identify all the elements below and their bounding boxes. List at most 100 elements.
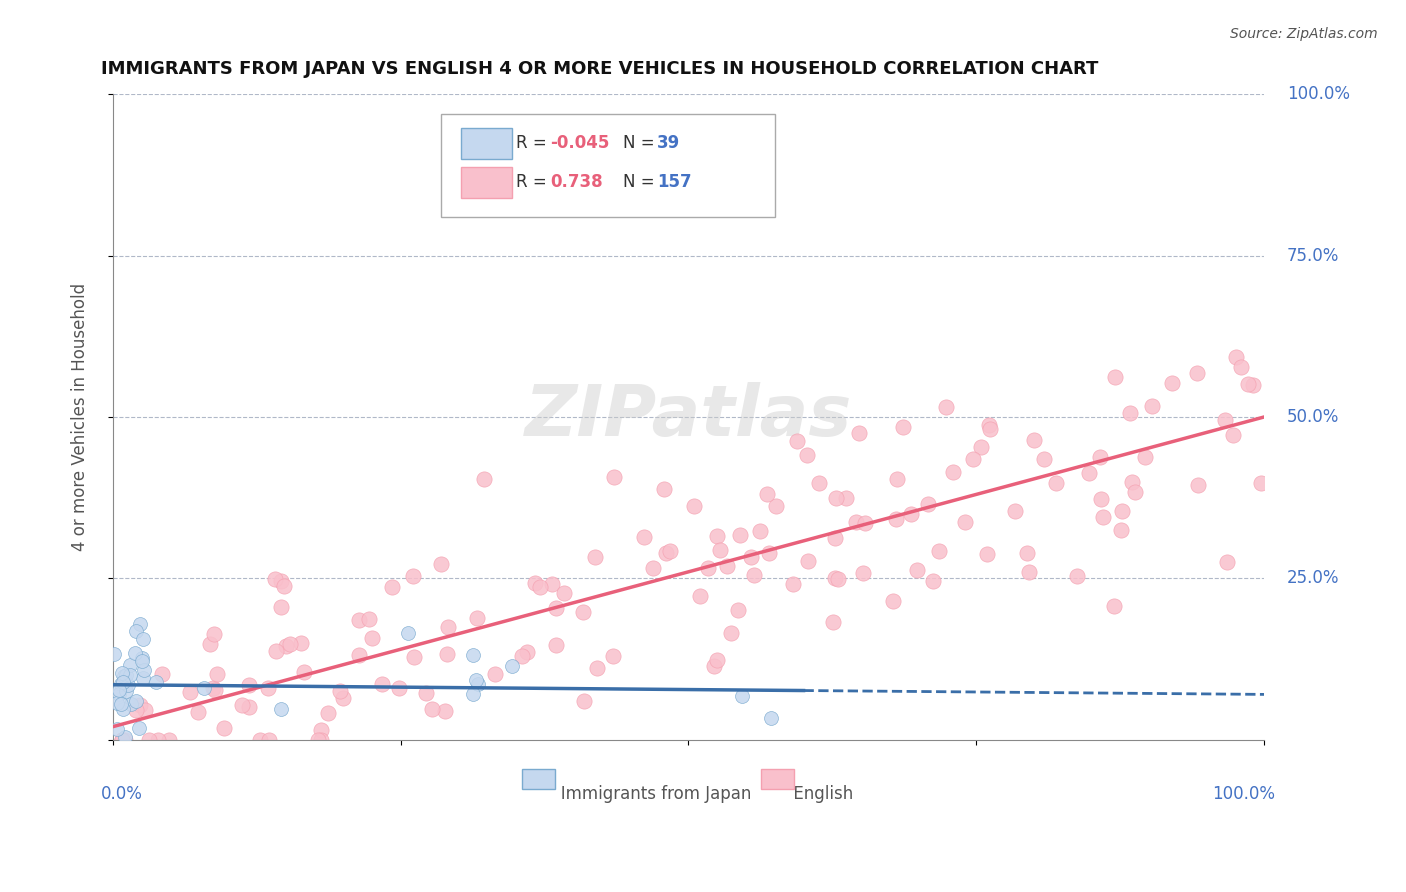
Point bbox=[835, 491, 858, 506]
Point bbox=[328, 684, 350, 698]
Text: ZIPatlas: ZIPatlas bbox=[524, 383, 852, 451]
Point bbox=[553, 586, 575, 600]
Point bbox=[1237, 377, 1260, 392]
Point bbox=[231, 698, 253, 712]
Point bbox=[658, 543, 681, 558]
Point bbox=[120, 697, 142, 711]
Point bbox=[742, 568, 765, 582]
Point bbox=[111, 702, 134, 716]
Point bbox=[278, 637, 301, 651]
Point bbox=[103, 648, 125, 662]
Point bbox=[1090, 491, 1112, 506]
Point bbox=[292, 665, 315, 679]
Point bbox=[264, 572, 287, 586]
Point bbox=[654, 546, 676, 560]
Point bbox=[111, 732, 134, 747]
Text: 0.738: 0.738 bbox=[550, 173, 603, 191]
Point bbox=[404, 650, 426, 665]
Point bbox=[891, 420, 914, 434]
Text: 157: 157 bbox=[658, 173, 692, 191]
Point bbox=[290, 636, 312, 650]
Point bbox=[652, 483, 675, 497]
Point bbox=[583, 549, 606, 564]
Point bbox=[1102, 599, 1125, 614]
Point bbox=[214, 721, 236, 735]
Point bbox=[602, 648, 624, 663]
Point bbox=[114, 684, 136, 698]
Point bbox=[807, 476, 830, 491]
Point bbox=[204, 682, 226, 697]
Point bbox=[124, 646, 146, 660]
Point bbox=[935, 400, 957, 414]
Point bbox=[347, 648, 370, 662]
Point bbox=[1104, 370, 1126, 384]
Point bbox=[1142, 399, 1164, 413]
Point bbox=[138, 732, 160, 747]
Point bbox=[318, 706, 340, 721]
Point bbox=[117, 677, 139, 691]
FancyBboxPatch shape bbox=[761, 769, 794, 789]
Point bbox=[311, 723, 333, 738]
FancyBboxPatch shape bbox=[522, 769, 555, 789]
Point bbox=[1121, 475, 1143, 489]
Point bbox=[257, 732, 280, 747]
Point bbox=[361, 631, 384, 645]
Point bbox=[827, 572, 849, 586]
Point bbox=[976, 547, 998, 561]
Point bbox=[706, 529, 728, 543]
Point bbox=[786, 434, 808, 448]
Point bbox=[107, 697, 129, 711]
Point bbox=[112, 669, 135, 683]
Point bbox=[1230, 360, 1253, 375]
Point bbox=[347, 613, 370, 627]
Point bbox=[749, 524, 772, 538]
Point bbox=[111, 732, 134, 747]
Text: 0.0%: 0.0% bbox=[101, 785, 143, 803]
Point bbox=[465, 611, 488, 625]
Point bbox=[1091, 510, 1114, 524]
Point bbox=[128, 721, 150, 735]
Text: R =: R = bbox=[516, 135, 551, 153]
Point bbox=[845, 515, 868, 529]
Point bbox=[782, 576, 804, 591]
Point bbox=[797, 554, 820, 568]
Point bbox=[882, 594, 904, 608]
Point bbox=[730, 528, 752, 542]
Point bbox=[970, 440, 993, 454]
Point bbox=[381, 580, 404, 594]
Text: IMMIGRANTS FROM JAPAN VS ENGLISH 4 OR MORE VEHICLES IN HOUSEHOLD CORRELATION CHA: IMMIGRANTS FROM JAPAN VS ENGLISH 4 OR MO… bbox=[101, 60, 1098, 78]
Point bbox=[529, 581, 551, 595]
Point bbox=[886, 511, 908, 525]
Point bbox=[467, 677, 489, 691]
Point bbox=[1118, 406, 1140, 420]
Point bbox=[430, 557, 453, 571]
Point bbox=[105, 722, 128, 736]
Point bbox=[371, 676, 394, 690]
Text: 25.0%: 25.0% bbox=[1286, 569, 1340, 587]
Point bbox=[146, 732, 169, 747]
Point bbox=[603, 469, 626, 483]
FancyBboxPatch shape bbox=[461, 128, 512, 159]
Point bbox=[115, 668, 138, 682]
Point bbox=[516, 645, 538, 659]
Point bbox=[641, 561, 664, 575]
Point bbox=[131, 651, 153, 665]
Point bbox=[979, 417, 1001, 432]
Point bbox=[1066, 569, 1088, 583]
Point bbox=[979, 422, 1001, 436]
Point bbox=[731, 689, 754, 703]
Point bbox=[307, 732, 329, 747]
Text: 100.0%: 100.0% bbox=[1212, 785, 1275, 803]
Point bbox=[1045, 475, 1067, 490]
Point bbox=[758, 545, 780, 559]
Point bbox=[501, 658, 523, 673]
Point bbox=[823, 615, 845, 629]
Point bbox=[134, 703, 156, 717]
Point bbox=[111, 732, 134, 747]
Y-axis label: 4 or more Vehicles in Household: 4 or more Vehicles in Household bbox=[72, 283, 89, 551]
Point bbox=[1088, 450, 1111, 465]
Point bbox=[928, 543, 950, 558]
Point bbox=[107, 687, 129, 701]
Text: 100.0%: 100.0% bbox=[1286, 86, 1350, 103]
Text: N =: N = bbox=[623, 135, 659, 153]
